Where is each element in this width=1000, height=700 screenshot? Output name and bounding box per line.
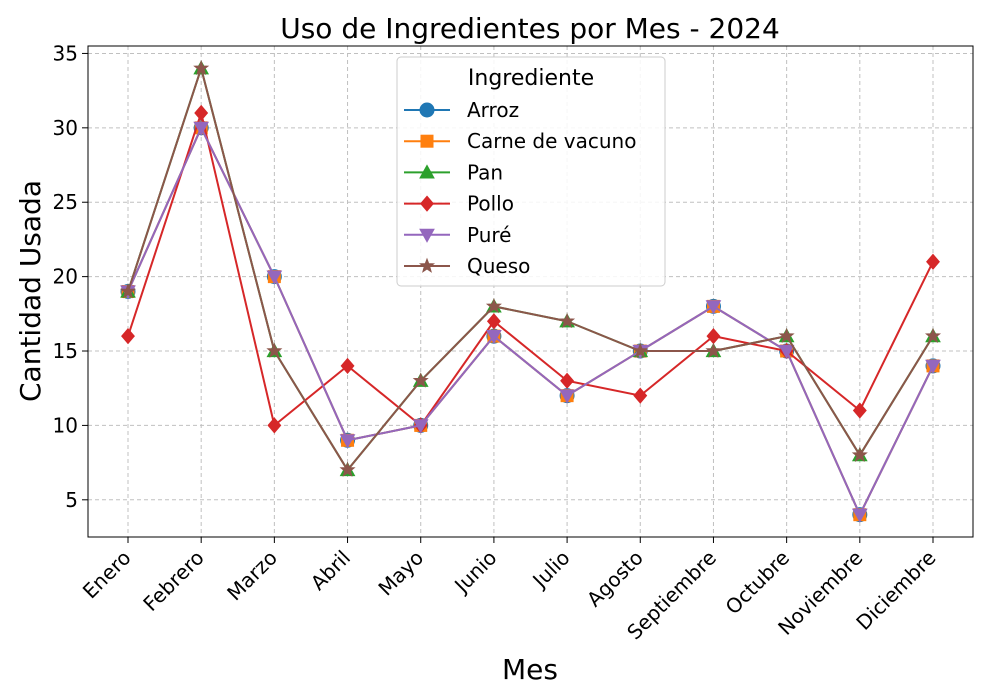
- legend-label: Pollo: [467, 192, 514, 216]
- legend-box: [396, 56, 666, 287]
- y-tick-label: 10: [53, 413, 78, 437]
- data-point: [267, 417, 282, 434]
- legend-entry: Puré: [404, 223, 511, 247]
- legend-entry: Arroz: [404, 98, 519, 122]
- data-point: [486, 330, 502, 345]
- legend-label: Carne de vacuno: [467, 129, 636, 153]
- data-point: [412, 419, 429, 434]
- legend-marker: [419, 228, 435, 243]
- y-axis-label: Cantidad Usada: [14, 180, 47, 402]
- y-axis: 5 10 15 20 25 30 35: [53, 41, 88, 512]
- legend-marker: [420, 195, 434, 212]
- legend-label: Pan: [467, 160, 503, 184]
- legend-entry: Pan: [404, 160, 503, 184]
- series-layer: [119, 59, 942, 523]
- y-tick-label: 15: [53, 339, 78, 363]
- legend-marker: [419, 102, 435, 118]
- data-point: [121, 328, 135, 345]
- data-point: [924, 327, 942, 343]
- data-point: [193, 59, 210, 76]
- y-tick-label: 25: [53, 190, 78, 214]
- data-point: [340, 357, 355, 375]
- data-point: [778, 327, 795, 343]
- series-line: [127, 111, 934, 427]
- legend-title: Ingrediente: [468, 66, 594, 91]
- legend-label: Puré: [467, 223, 511, 247]
- legend-entries: Arroz Carne de vacuno Pan Pollo Puré Queso: [404, 98, 636, 278]
- data-point: [266, 342, 283, 358]
- plot-frame: [87, 45, 974, 538]
- data-point: [633, 387, 648, 404]
- legend-marker: [419, 164, 435, 179]
- legend: Ingrediente Arroz Carne de vacuno Pan Pollo…: [396, 56, 666, 287]
- y-tick-label: 20: [53, 265, 78, 289]
- legend-entry: Pollo: [404, 192, 514, 216]
- legend-label: Arroz: [467, 98, 519, 122]
- legend-marker: [418, 257, 436, 273]
- y-tick-label: 35: [53, 41, 78, 65]
- data-point: [485, 297, 502, 314]
- data-point: [705, 342, 722, 358]
- series-line: [127, 126, 934, 516]
- legend-marker: [420, 134, 434, 148]
- data-point: [339, 461, 356, 477]
- data-point: [925, 359, 941, 374]
- data-point: [632, 342, 649, 358]
- legend-entry: Carne de vacuno: [404, 129, 636, 153]
- legend-label: Queso: [467, 254, 530, 278]
- data-point: [560, 372, 575, 389]
- data-point: [119, 283, 137, 299]
- series-queso: [119, 59, 942, 477]
- legend-entry: Queso: [404, 254, 530, 278]
- data-point: [851, 446, 868, 462]
- data-point: [778, 344, 795, 360]
- data-point: [926, 253, 940, 270]
- chart-title: Uso de Ingredientes por Mes - 2024: [280, 12, 780, 45]
- data-point: [266, 270, 283, 285]
- data-point: [851, 508, 868, 523]
- data-point: [705, 300, 722, 315]
- x-axis-label: Mes: [502, 653, 558, 686]
- y-tick-label: 30: [53, 116, 78, 140]
- y-tick-label: 5: [65, 488, 78, 512]
- series-line: [127, 67, 934, 472]
- data-point: [852, 402, 867, 419]
- data-point: [193, 121, 210, 136]
- data-point: [194, 104, 209, 122]
- data-point: [486, 313, 501, 330]
- data-point: [559, 389, 575, 404]
- data-point: [412, 372, 429, 388]
- data-point: [339, 434, 356, 449]
- series-pollo: [121, 104, 940, 434]
- data-point: [559, 312, 576, 329]
